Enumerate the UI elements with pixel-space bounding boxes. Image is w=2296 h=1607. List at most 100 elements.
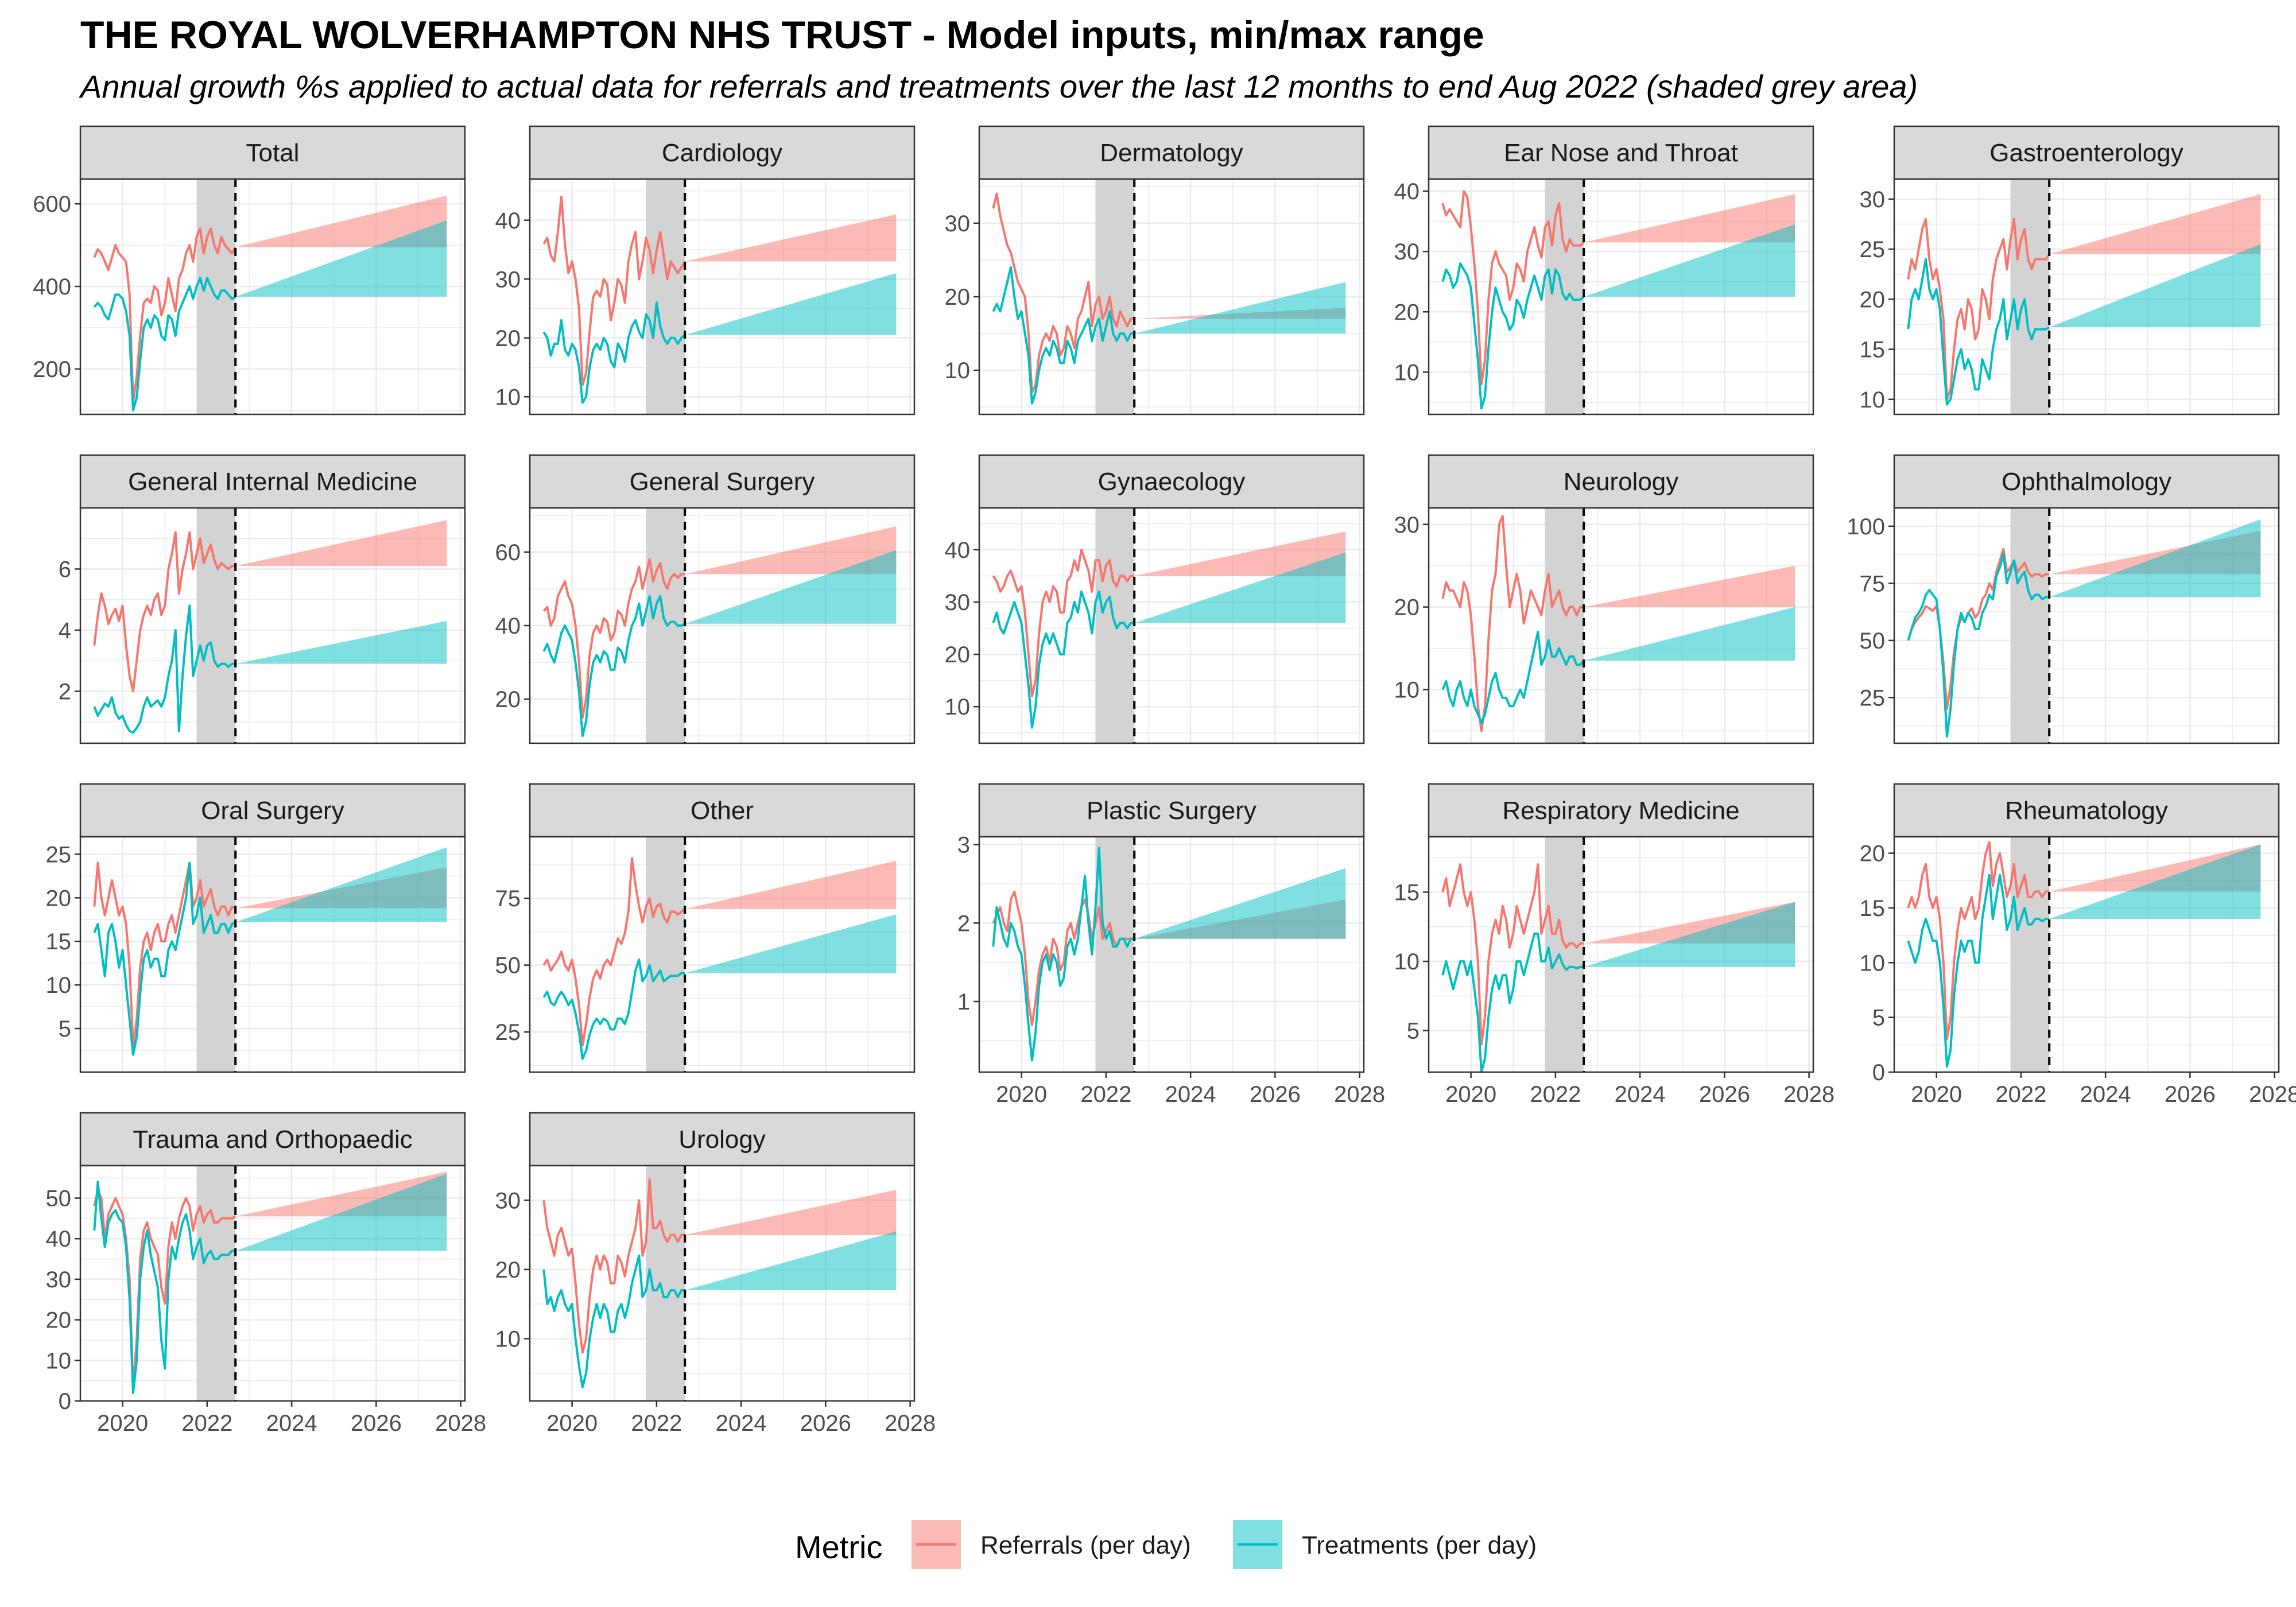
- x-tick-label: 2026: [351, 1411, 402, 1436]
- treatments-line: [93, 604, 236, 734]
- strip-label: Plastic Surgery: [1087, 797, 1256, 825]
- treatments-projection-range: [1134, 868, 1346, 939]
- strip-label: Neurology: [1564, 468, 1679, 496]
- referrals-line: [542, 195, 686, 386]
- strip-label: Rheumatology: [2005, 797, 2168, 825]
- panel-cardiology: Cardiology 10 20 30 40: [495, 125, 916, 416]
- y-tick-label: 50: [495, 953, 521, 979]
- y-tick-label: 15: [46, 929, 72, 954]
- y-tick-label: 20: [945, 285, 971, 310]
- treatments-projection-range: [1584, 902, 1795, 967]
- y-tick-label: 20: [46, 886, 72, 911]
- x-tick-label: 2028: [435, 1411, 486, 1436]
- panel-ear-nose-and-throat: Ear Nose and Throat 10 20 30 40: [1394, 125, 1814, 416]
- referrals-projection-range: [685, 526, 897, 575]
- strip-label: Gynaecology: [1098, 468, 1246, 496]
- strip-label: Total: [246, 139, 300, 167]
- strip-gynaecology: [978, 454, 1365, 509]
- x-tick-label: 2022: [181, 1411, 232, 1436]
- referrals-projection-range: [235, 195, 447, 247]
- strip-rheumatology: [1893, 783, 2280, 838]
- y-tick-label: 4: [59, 618, 71, 643]
- panel-border: [79, 836, 466, 1073]
- panel-border: [529, 1165, 916, 1402]
- treatments-projection-range: [685, 1231, 897, 1291]
- treatments-projection-range: [685, 273, 897, 335]
- panel-gastroenterology: Gastroenterology 10 15 20 25 30: [1860, 125, 2280, 416]
- shaded-period: [1545, 837, 1584, 1072]
- x-tick-label: 2028: [1334, 1082, 1385, 1107]
- y-tick-label: 10: [1394, 949, 1420, 975]
- x-tick-label: 2020: [1445, 1082, 1496, 1107]
- treatments-projection-range: [685, 550, 897, 624]
- y-tick-label: 30: [1394, 513, 1420, 538]
- strip-label: Dermatology: [1100, 139, 1243, 167]
- y-tick-label: 10: [495, 385, 521, 410]
- referrals-projection-range: [685, 214, 897, 262]
- y-tick-label: 40: [945, 538, 971, 563]
- treatments-projection-range: [2049, 844, 2261, 919]
- panel-urology: Urology 10 20 30 2020 2022 2024 2026 2028: [495, 1112, 936, 1436]
- y-tick-label: 30: [495, 1188, 521, 1213]
- shaded-period: [1095, 837, 1135, 1072]
- strip-label: General Surgery: [630, 468, 815, 496]
- panel-border: [529, 836, 916, 1073]
- y-tick-label: 20: [1860, 841, 1886, 867]
- y-tick-label: 30: [945, 590, 971, 615]
- treatments-projection-range: [1134, 552, 1346, 623]
- y-tick-label: 15: [1394, 880, 1420, 905]
- x-tick-label: 2024: [2080, 1082, 2131, 1107]
- treatments-line: [1907, 874, 2050, 1068]
- treatments-projection-range: [685, 914, 897, 973]
- x-tick-label: 2024: [266, 1411, 317, 1436]
- legend-label: Referrals (per day): [980, 1531, 1191, 1559]
- treatments-line: [542, 301, 686, 404]
- referrals-line: [1441, 190, 1585, 386]
- strip-ear-nose-and-throat: [1428, 125, 1814, 180]
- referrals-line: [93, 227, 236, 403]
- strip-neurology: [1428, 454, 1814, 509]
- treatments-projection-range: [235, 220, 447, 297]
- y-tick-label: 25: [1860, 685, 1886, 711]
- treatments-line: [1441, 262, 1585, 410]
- y-tick-label: 100: [1847, 514, 1885, 539]
- strip-ophthalmology: [1893, 454, 2280, 509]
- panel-border: [79, 1165, 466, 1402]
- strip-label: General Internal Medicine: [128, 468, 417, 496]
- treatments-projection-range: [235, 1174, 447, 1251]
- strip-label: Trauma and Orthopaedic: [133, 1125, 413, 1154]
- referrals-line: [992, 548, 1135, 697]
- x-tick-label: 2026: [800, 1411, 851, 1436]
- y-tick-label: 3: [957, 833, 970, 858]
- panel-gynaecology: Gynaecology 10 20 30 40: [945, 454, 1365, 744]
- y-tick-label: 10: [1860, 387, 1886, 413]
- treatments-projection-range: [1134, 282, 1346, 334]
- y-tick-label: 25: [46, 842, 72, 867]
- panel-border: [1428, 507, 1814, 744]
- y-tick-label: 20: [1394, 300, 1420, 325]
- strip-general-internal-medicine: [79, 454, 466, 509]
- x-tick-label: 2024: [1165, 1082, 1216, 1107]
- legend: Metric Referrals (per day) Treatments (per…: [795, 1520, 1537, 1569]
- y-tick-label: 20: [945, 642, 971, 667]
- treatments-projection-range: [235, 847, 447, 922]
- legend-item-referrals-per-day: Referrals (per day): [912, 1520, 1191, 1569]
- y-tick-label: 75: [1860, 571, 1886, 596]
- y-tick-label: 30: [1394, 239, 1420, 265]
- referrals-line: [542, 558, 685, 719]
- strip-label: Respiratory Medicine: [1502, 797, 1739, 825]
- panel-dermatology: Dermatology 10 20 30: [945, 125, 1365, 416]
- y-tick-label: 1: [957, 989, 970, 1015]
- y-tick-label: 50: [1860, 628, 1886, 654]
- y-tick-label: 10: [495, 1326, 521, 1352]
- panels-group: Total200400600Cardiology10203040Dermatol…: [33, 125, 2296, 1436]
- y-tick-label: 30: [495, 267, 521, 292]
- shaded-period: [2010, 179, 2050, 414]
- y-tick-label: 5: [1872, 1006, 1885, 1031]
- shaded-period: [196, 508, 236, 743]
- referrals-projection-range: [1134, 531, 1346, 576]
- treatments-line: [992, 266, 1135, 405]
- panel-ophthalmology: Ophthalmology 25 50 75 100: [1847, 454, 2280, 744]
- y-tick-label: 75: [495, 886, 521, 911]
